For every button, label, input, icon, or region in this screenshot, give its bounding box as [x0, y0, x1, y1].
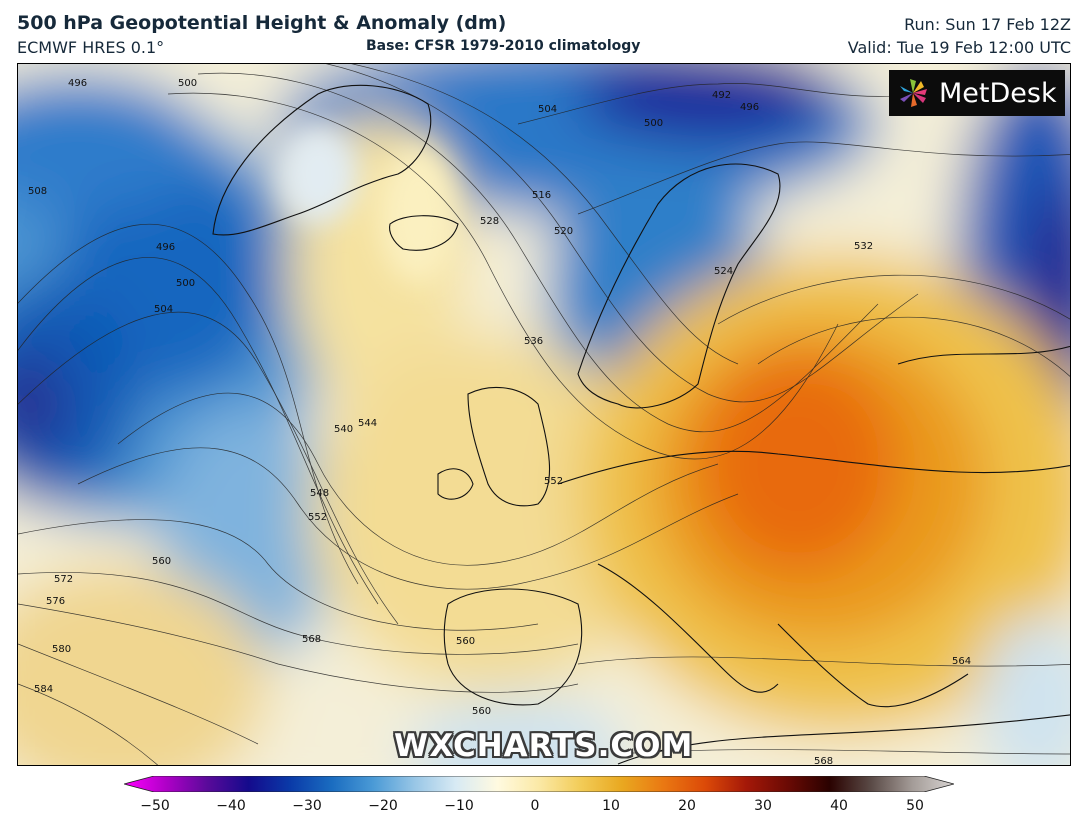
contour-label: 540: [334, 424, 353, 435]
contour-label: 496: [156, 242, 175, 253]
contour-label: 548: [310, 488, 329, 499]
contour-label: 576: [46, 596, 65, 607]
contour-label: 544: [358, 418, 377, 429]
run-time-label: Run: Sun 17 Feb 12Z: [904, 15, 1071, 34]
contour-label: 572: [54, 574, 73, 585]
colorbar-tick-label: 20: [678, 798, 696, 814]
contour-label: 492: [712, 90, 731, 101]
contour-label: 500: [644, 118, 663, 129]
coastlines: [212, 84, 1070, 765]
contour-label: 532: [854, 241, 873, 252]
chart-title: 500 hPa Geopotential Height & Anomaly (d…: [17, 12, 507, 34]
contour-label: 520: [554, 226, 573, 237]
colorbar-tick-label: 10: [602, 798, 620, 814]
contour-label: 564: [952, 656, 971, 667]
contour-label: 580: [52, 644, 71, 655]
contour-label: 552: [308, 512, 327, 523]
anomaly-field: [18, 64, 1070, 765]
colorbar-tick-label: −10: [444, 798, 474, 814]
colorbar-tick-label: −40: [216, 798, 246, 814]
contour-label: 496: [68, 78, 87, 89]
contour-label: 500: [176, 278, 195, 289]
contour-label: 500: [178, 78, 197, 89]
ireland-outline: [437, 468, 474, 500]
contour-label: 508: [28, 186, 47, 197]
valid-time-label: Valid: Tue 19 Feb 12:00 UTC: [847, 38, 1071, 57]
contour-labels: 496 500 508 496 500 504 528 504 500 492 …: [28, 78, 971, 766]
contour-label: 560: [472, 706, 491, 717]
contour-label: 528: [480, 216, 499, 227]
contour-label: 504: [154, 304, 173, 315]
height-contours: [18, 64, 1070, 765]
metdesk-logo: MetDesk: [889, 70, 1065, 116]
britain-outline: [467, 386, 551, 507]
climatology-base-label: Base: CFSR 1979-2010 climatology: [366, 38, 641, 54]
model-label: ECMWF HRES 0.1°: [17, 38, 165, 57]
iceland-outline: [389, 215, 459, 251]
greenland-outline: [212, 84, 432, 236]
contour-label: 560: [456, 636, 475, 647]
colorbar-tick-label: −20: [368, 798, 398, 814]
colorbar-tick-label: 40: [830, 798, 848, 814]
colorbar-tick-label: 30: [754, 798, 772, 814]
scandinavia-outline: [577, 163, 781, 409]
contour-label: 496: [740, 102, 759, 113]
contour-label: 516: [532, 190, 551, 201]
contour-label: 568: [814, 756, 833, 766]
pinwheel-icon: [900, 79, 927, 107]
colorbar-tick-label: −30: [292, 798, 322, 814]
contour-label: 584: [34, 684, 53, 695]
contour-label: 560: [152, 556, 171, 567]
colorbar-tick-label: 50: [906, 798, 924, 814]
map-canvas: 496 500 508 496 500 504 528 504 500 492 …: [18, 64, 1070, 766]
colorbar-tick-label: 0: [530, 798, 540, 814]
anomaly-colorbar: [124, 776, 954, 792]
watermark: WXCHARTS.COM: [394, 728, 694, 764]
iberia-outline: [443, 588, 583, 706]
contour-label: 504: [538, 104, 557, 115]
weather-map: 496 500 508 496 500 504 528 504 500 492 …: [17, 63, 1071, 766]
contour-label: 524: [714, 266, 733, 277]
contour-label: 568: [302, 634, 321, 645]
logo-text: MetDesk: [939, 77, 1057, 109]
contour-label: 552: [544, 476, 563, 487]
contour-label: 536: [524, 336, 543, 347]
colorbar-tick-label: −50: [140, 798, 170, 814]
